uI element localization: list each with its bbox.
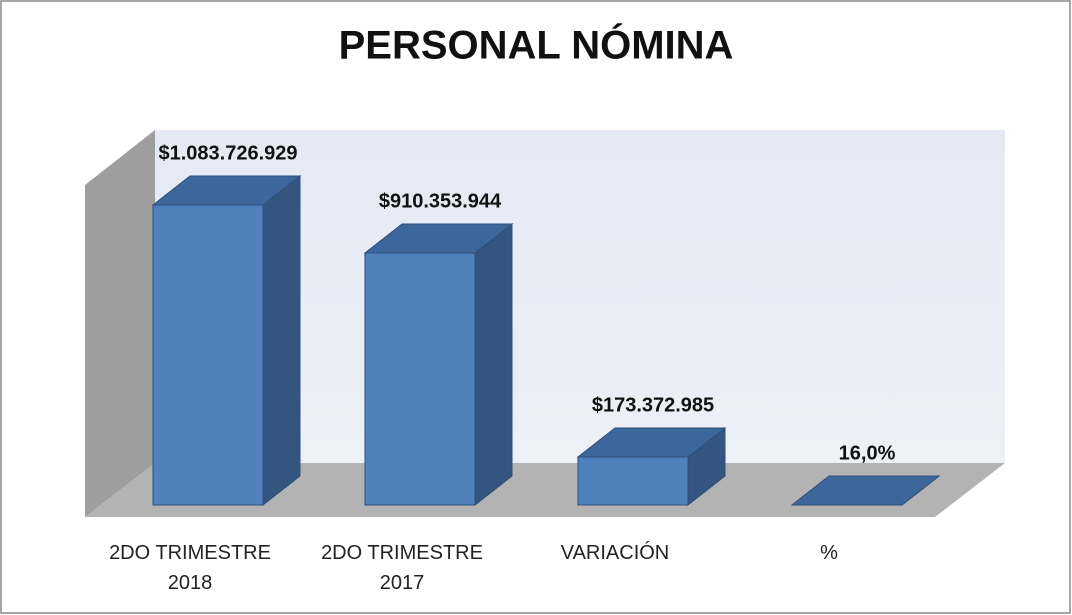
bar-front xyxy=(152,204,264,506)
bar-top xyxy=(790,475,941,506)
value-label: $1.083.726.929 xyxy=(158,142,297,164)
bar-front xyxy=(364,252,476,506)
bar-side xyxy=(262,174,301,507)
bar xyxy=(151,174,302,507)
bar-side xyxy=(474,222,513,507)
value-label: $910.353.944 xyxy=(379,190,502,212)
bar xyxy=(363,222,514,507)
bar xyxy=(790,475,941,506)
x-tick-label: 2DO TRIMESTRE 2017 xyxy=(321,542,483,594)
side-wall xyxy=(85,130,155,517)
bar-top xyxy=(151,175,302,206)
chart-title: PERSONAL NÓMINA xyxy=(339,22,734,68)
value-label: 16,0% xyxy=(839,442,896,464)
bar-top xyxy=(363,223,514,254)
x-tick-label: 2DO TRIMESTRE 2018 xyxy=(109,542,271,594)
bar-top xyxy=(576,427,727,458)
bar-front xyxy=(577,456,689,506)
bar xyxy=(576,426,727,507)
x-tick-label: % xyxy=(820,542,838,564)
floor xyxy=(85,463,1005,517)
x-tick-label: VARIACIÓN xyxy=(560,542,670,564)
value-label: $173.372.985 xyxy=(592,394,714,416)
